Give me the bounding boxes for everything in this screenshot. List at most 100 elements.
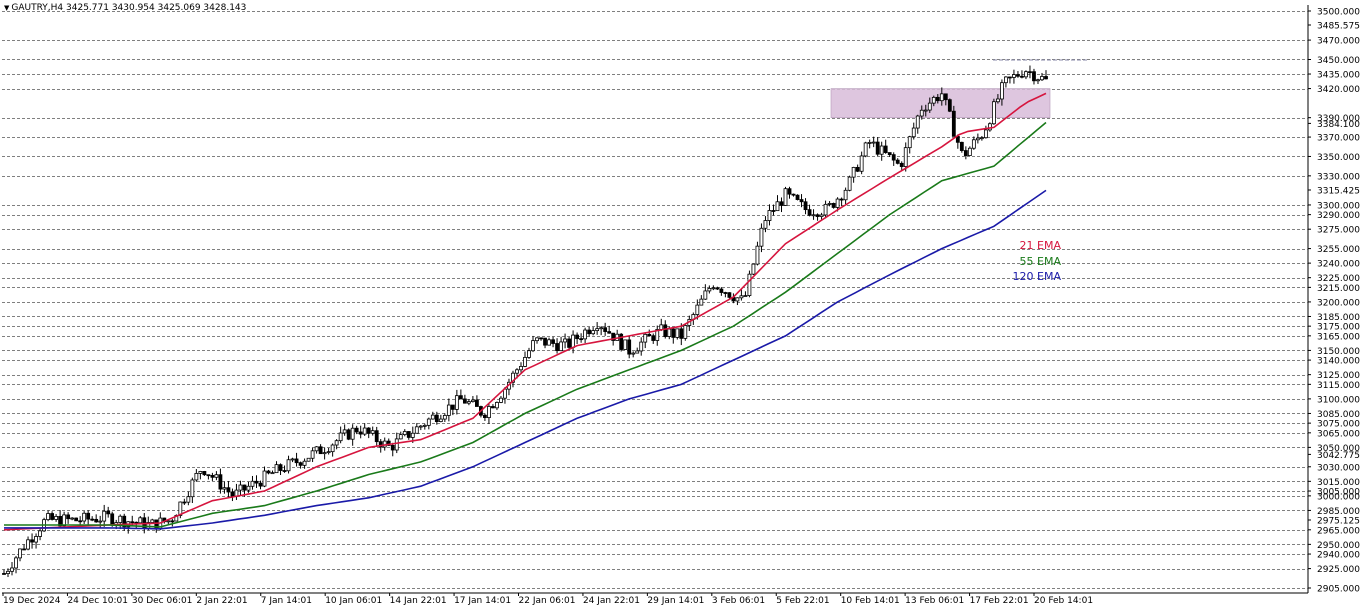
x-tick-label: 3 Feb 06:01 (712, 596, 765, 606)
candle-body (491, 406, 495, 409)
candle-body (434, 414, 439, 422)
y-tick-label: 3500.000 (1317, 8, 1360, 18)
candle-body (98, 520, 103, 523)
candle-body (154, 519, 159, 530)
gridlines (2, 5, 1309, 594)
candle-body (799, 199, 804, 203)
y-tick-label: 3042.775 (1317, 451, 1360, 461)
candle-body (499, 397, 503, 403)
candle-body (827, 203, 832, 205)
candle-body (907, 136, 912, 149)
y-tick-label: 3030.000 (1317, 463, 1360, 473)
candle-body (354, 427, 359, 433)
candle-body (422, 424, 427, 427)
candle-body (523, 357, 527, 367)
candle-body (951, 110, 956, 137)
candle-body (74, 517, 79, 522)
candle-body (246, 485, 251, 491)
candle-body (831, 203, 836, 208)
y-tick-label: 2985.000 (1317, 507, 1360, 517)
candle-body (222, 487, 227, 490)
y-tick-label: 2965.000 (1317, 526, 1360, 536)
candle-body (639, 341, 644, 352)
candle-body (791, 193, 796, 196)
legend-label: 120 EMA (1013, 270, 1062, 283)
candle-body (971, 139, 976, 149)
candle-body (106, 510, 111, 515)
candle-body (959, 141, 964, 151)
candle-body (623, 339, 628, 350)
candle-body (923, 109, 928, 112)
ohlc-values: 3425.771 3430.954 3425.069 3428.143 (66, 3, 247, 13)
candle-body (779, 201, 784, 206)
symbol-label: GAUTRY,H4 (11, 3, 64, 13)
y-tick-label: 3300.000 (1317, 201, 1360, 211)
candle-body (543, 337, 547, 346)
candle-body (495, 402, 499, 409)
candle-body (102, 510, 107, 522)
candle-body (643, 333, 648, 343)
candle-body (378, 441, 383, 448)
legend-label: 21 EMA (1020, 239, 1062, 252)
candle-body (527, 350, 531, 358)
candle-body (943, 93, 948, 101)
candle-body (683, 325, 688, 339)
candle-body (947, 99, 952, 112)
candle-body (1044, 76, 1048, 80)
candle-body (996, 98, 1000, 103)
candle-body (939, 93, 944, 102)
candle-body (603, 327, 608, 332)
candle-body (1020, 75, 1024, 78)
candle-body (659, 324, 664, 330)
candle-body (835, 198, 840, 208)
candle-body (398, 434, 403, 440)
candle-body (883, 145, 888, 153)
candle-body (370, 430, 375, 434)
y-tick-label: 3100.000 (1317, 395, 1360, 405)
candle-body (855, 166, 860, 172)
candle-body (110, 513, 115, 525)
x-tick-label: 22 Jan 06:01 (519, 596, 576, 606)
candle-body (282, 470, 287, 472)
candle-body (823, 203, 828, 216)
candle-body (1028, 71, 1032, 74)
candle-body (346, 429, 351, 440)
candle-body (747, 273, 752, 296)
y-tick-label: 3200.000 (1317, 298, 1360, 308)
candle-body (1004, 76, 1008, 84)
candle-body (470, 399, 475, 403)
x-tick-label: 19 Dec 2024 (3, 596, 61, 606)
candle-body (839, 198, 844, 201)
candle-body (887, 152, 892, 156)
dropdown-triangle-icon[interactable]: ▼ (4, 4, 10, 12)
legend-label: 55 EMA (1020, 255, 1062, 268)
candle-body (551, 339, 555, 344)
candle-body (847, 176, 852, 191)
x-tick-label: 14 Jan 22:01 (390, 596, 447, 606)
candle-body (454, 395, 459, 410)
candle-body (130, 521, 135, 524)
price-axis[interactable]: 3500.000 3485.575 3470.000 3450.000 3435.000… (1308, 8, 1360, 595)
candle-body (462, 398, 467, 404)
candle-body (254, 480, 259, 484)
candle-body (487, 406, 491, 418)
y-tick-label: 3225.000 (1317, 274, 1360, 284)
candle-body (442, 415, 447, 420)
candle-body (2, 573, 6, 575)
y-tick-label: 3140.000 (1317, 357, 1360, 367)
ema-line-55 (4, 121, 1047, 528)
time-axis[interactable]: 19 Dec 2024 24 Dec 10:01 30 Dec 06:01 2 Jan… (2, 593, 1093, 606)
candle-body (286, 459, 291, 472)
candle-body (410, 432, 415, 438)
candle-body (1036, 79, 1040, 82)
candle-body (859, 155, 864, 172)
candle-body (767, 210, 772, 221)
candle-body (511, 372, 515, 383)
candle-body (775, 201, 780, 212)
candle-body (46, 513, 50, 521)
y-tick-label: 3370.000 (1317, 134, 1360, 144)
candle-body (911, 127, 916, 138)
candle-body (715, 287, 720, 290)
y-tick-label: 3470.000 (1317, 37, 1360, 47)
